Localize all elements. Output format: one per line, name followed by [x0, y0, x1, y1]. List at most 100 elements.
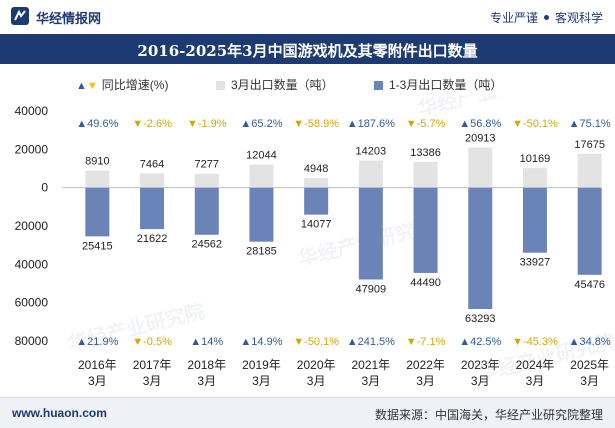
label-ytd-growth: ▼-0.5%: [132, 336, 172, 348]
slogan-left: 专业严谨: [489, 11, 538, 25]
label-march-growth: ▼-2.6%: [132, 118, 172, 130]
label-march-growth: ▲56.8%: [459, 118, 501, 130]
y-tick-label: 20000: [15, 142, 49, 156]
label-ytd-value: 45476: [574, 279, 605, 291]
label-march-growth: ▲65.2%: [240, 118, 282, 130]
x-tick-label: 2020年 3月: [297, 358, 336, 388]
label-march-growth: ▼-58.9%: [293, 118, 339, 130]
x-tick-label: 2025年 3月: [570, 358, 609, 388]
bar-ytd: [85, 187, 110, 237]
label-march-value: 20913: [465, 133, 496, 145]
legend-label-ytd: 1-3月出口数量（吨）: [389, 78, 503, 92]
label-ytd-value: 24562: [191, 239, 222, 251]
bar-march: [468, 147, 493, 188]
label-ytd-growth: ▼-50.1%: [293, 336, 339, 348]
label-ytd-value: 33927: [520, 257, 551, 269]
bar-march: [577, 153, 602, 188]
legend-item-growth: ▲▼ 同比增速(%): [76, 76, 168, 93]
label-march-value: 12044: [246, 150, 277, 162]
x-tick-label: 2021年 3月: [351, 358, 390, 388]
label-ytd-growth: ▲241.5%: [347, 336, 395, 348]
huajing-logo-icon: [11, 7, 29, 25]
label-ytd-value: 63293: [465, 313, 496, 325]
legend-swatch-march: [216, 81, 225, 90]
label-ytd-growth: ▲14%: [190, 336, 223, 348]
label-ytd-growth: ▲42.5%: [459, 336, 501, 348]
label-ytd-value: 47909: [356, 283, 387, 295]
bar-ytd: [249, 187, 274, 242]
label-march-growth: ▲187.6%: [347, 118, 395, 130]
label-ytd-growth: ▼-7.1%: [406, 336, 446, 348]
chart-title: 2016-2025年3月中国游戏机及其零附件出口数量: [137, 42, 478, 60]
triangle-down-icon: ▼: [86, 80, 98, 92]
label-march-value: 13386: [410, 147, 441, 159]
bar-ytd: [468, 187, 493, 309]
bar-march: [85, 170, 110, 188]
label-march-value: 4948: [304, 163, 328, 175]
label-march-value: 17675: [574, 139, 605, 151]
bar-ytd: [522, 187, 547, 253]
label-ytd-value: 25415: [82, 240, 113, 252]
bar-layer: [85, 147, 602, 309]
label-march-value: 7464: [140, 158, 164, 170]
bar-ytd: [413, 187, 438, 273]
bar-ytd: [194, 187, 219, 235]
footer-website: www.huaon.com: [12, 406, 107, 420]
bar-ytd: [358, 187, 383, 280]
y-tick-label: 60000: [15, 296, 49, 310]
legend-item-march: 3月出口数量（吨）: [216, 76, 334, 93]
label-ytd-growth: ▲34.8%: [569, 336, 611, 348]
bar-march: [358, 160, 383, 188]
label-ytd-growth: ▲21.9%: [76, 336, 118, 348]
y-tick-label: 0: [41, 181, 48, 195]
legend-label-march: 3月出口数量（吨）: [231, 78, 334, 92]
title-bar: 2016-2025年3月中国游戏机及其零附件出口数量: [0, 34, 615, 64]
triangle-up-icon: ▲: [76, 80, 87, 92]
bar-ytd: [140, 187, 165, 230]
slogan-dot-icon: [543, 15, 549, 20]
chart-plot: 华经产业研究院华经产业研究院华经产业研究院华经产业研究院 40000200000…: [15, 96, 615, 388]
slogan: 专业严谨 客观科学: [490, 9, 603, 26]
label-march-value: 14203: [356, 145, 387, 157]
y-tick-label: 80000: [15, 334, 49, 348]
label-march-growth: ▲49.6%: [76, 118, 118, 130]
label-march-growth: ▼-5.7%: [406, 118, 446, 130]
footer: www.huaon.com 数据来源：中国海关，华经产业研究院整理: [0, 397, 615, 428]
label-ytd-value: 14077: [301, 219, 332, 231]
label-ytd-growth: ▲14.9%: [240, 336, 282, 348]
bar-march: [304, 178, 329, 188]
legend-swatch-ytd: [374, 81, 383, 90]
bar-march: [249, 164, 274, 188]
label-march-value: 8910: [85, 156, 109, 168]
label-ytd-value: 44490: [410, 277, 441, 289]
x-tick-label: 2019年 3月: [242, 358, 281, 388]
site-name: 华经情报网: [36, 11, 102, 26]
label-march-value: 10169: [520, 153, 551, 165]
bar-march: [522, 168, 547, 188]
y-tick-label: 40000: [15, 257, 49, 271]
bar-ytd: [577, 187, 602, 275]
bar-march: [194, 173, 219, 188]
legend-item-ytd: 1-3月出口数量（吨）: [374, 76, 502, 93]
x-tick-label: 2022年 3月: [406, 358, 445, 388]
legend-label-growth: 同比增速(%): [101, 78, 169, 92]
label-ytd-value: 21622: [137, 233, 168, 245]
label-ytd-value: 28185: [246, 246, 277, 258]
bar-march: [413, 162, 438, 188]
label-march-growth: ▼-1.9%: [187, 118, 227, 130]
bar-march: [140, 173, 165, 188]
y-tick-label: 40000: [15, 104, 49, 118]
label-march-growth: ▼-50.1%: [512, 118, 558, 130]
x-axis: 2016年 3月 2017年 3月 2018年 3月 2019年 3月 2020年 3月 2021年…: [78, 358, 609, 388]
x-tick-label: 2023年 3月: [461, 358, 500, 388]
x-tick-label: 2018年 3月: [187, 358, 226, 388]
label-ytd-growth: ▼-45.3%: [512, 336, 558, 348]
y-tick-label: 20000: [15, 219, 49, 233]
x-tick-label: 2017年 3月: [133, 358, 172, 388]
legend: ▲▼ 同比增速(%) 3月出口数量（吨） 1-3月出口数量（吨）: [0, 74, 615, 94]
slogan-right: 客观科学: [554, 11, 603, 25]
footer-source: 数据来源：中国海关，华经产业研究院整理: [374, 408, 603, 422]
label-march-value: 7277: [195, 159, 219, 171]
label-march-growth: ▲75.1%: [569, 118, 611, 130]
